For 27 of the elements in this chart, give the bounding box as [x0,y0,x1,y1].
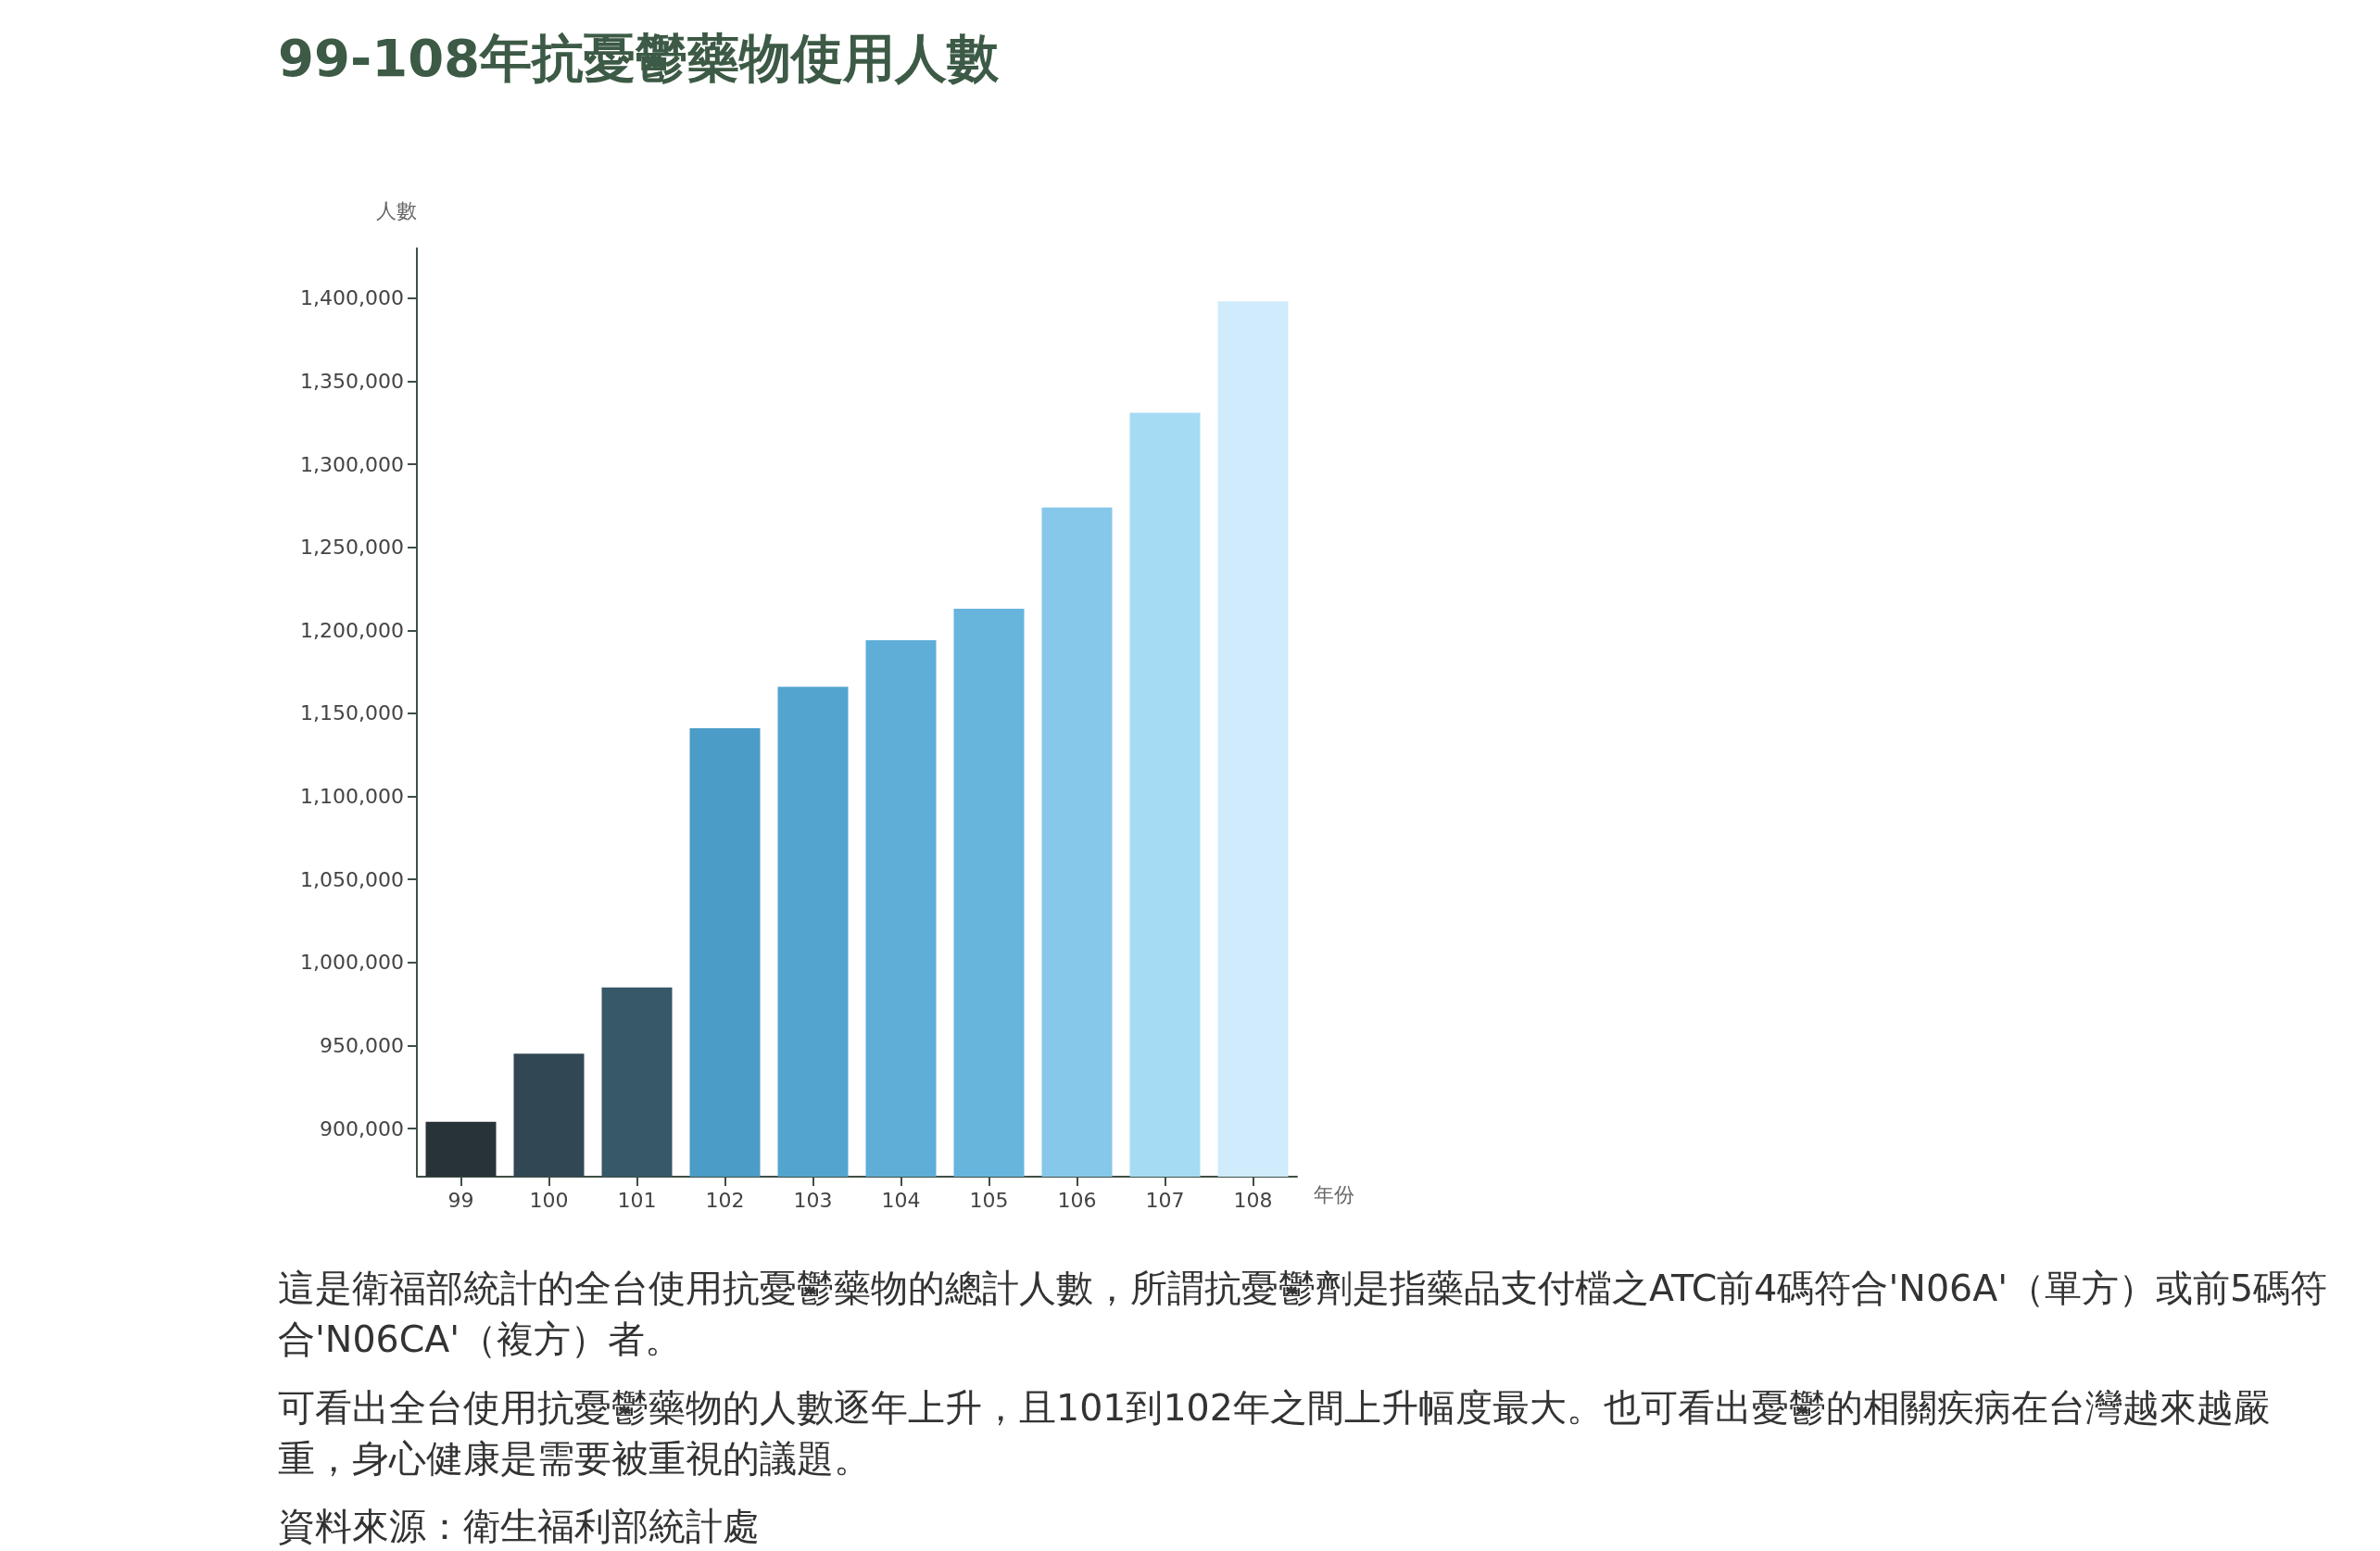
x-tick-label: 99 [447,1188,474,1212]
x-tick-label: 101 [617,1188,657,1212]
y-tick-label: 1,000,000 [300,951,404,975]
text: 可看出全台使用抗憂鬱藥物的人數逐年上升，且101到102年之間上升幅度最大。也可看出憂鬱的相關疾病在台灣越來越嚴重，身心健康是需要被重視的議題。 [278,1384,2272,1482]
y-tick-label: 1,150,000 [300,701,404,725]
y-axis-title: 人數 [376,198,417,222]
source-note: 資料來源：衛生福利部統計處 [278,1504,761,1550]
x-tick-label: 106 [1057,1188,1097,1212]
x-tick-label: 108 [1233,1188,1273,1212]
x-tick-label: 100 [529,1188,569,1212]
y-tick-label: 900,000 [320,1116,404,1141]
y-tick-label: 1,350,000 [300,369,404,393]
y-tick-label: 1,100,000 [300,785,404,809]
y-tick-label: 950,000 [320,1033,404,1057]
x-tick-label: 104 [881,1188,921,1212]
y-tick-label: 1,300,000 [300,452,404,476]
y-tick-label: 1,400,000 [300,286,404,310]
x-axis-title: 年份 [1314,1182,1354,1206]
x-tick-label: 107 [1145,1188,1185,1212]
y-tick-label: 1,250,000 [300,536,404,560]
text: 這是衛福部統計的全台使用抗憂鬱藥物的總計人數，所謂抗憂鬱劑是指藥品支付檔之ATC前4碼符合'N06A'（單方）或前5碼符合'N06CA'（複方）者。 [278,1266,2329,1363]
x-tick-label: 105 [969,1188,1009,1212]
chart-title: 99-108年抗憂鬱藥物使用人數 [278,27,1000,90]
x-tick-label: 103 [793,1188,833,1212]
x-tick-label: 102 [705,1188,745,1212]
y-tick-label: 1,200,000 [300,618,404,642]
y-tick-label: 1,050,000 [300,867,404,891]
